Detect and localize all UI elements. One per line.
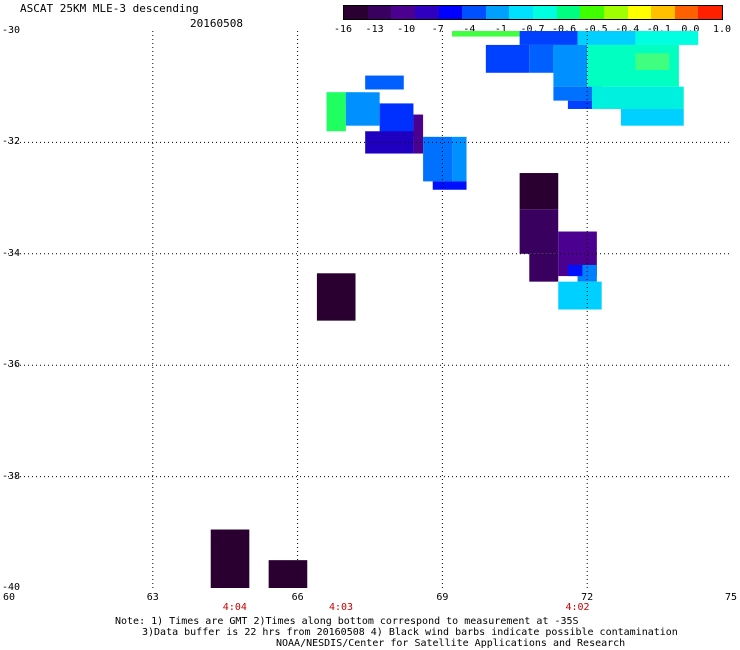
color-swatch: [391, 6, 415, 19]
color-scale-label: -0.5: [583, 24, 608, 35]
color-swatch: [698, 6, 722, 19]
data-cell: [635, 53, 670, 70]
color-scale-label: 0.0: [681, 24, 700, 35]
color-swatch: [485, 6, 510, 19]
data-cell: [553, 86, 602, 101]
longitude-label: 72: [581, 592, 594, 603]
color-swatch: [603, 6, 628, 19]
color-swatch: [580, 6, 604, 19]
color-swatch: [414, 6, 439, 19]
color-scale-label: -1: [494, 24, 507, 35]
color-scale-label: -0.6: [552, 24, 577, 35]
color-swatch: [462, 6, 486, 19]
data-cell: [485, 44, 530, 73]
longitude-label: 69: [436, 592, 449, 603]
color-swatch: [674, 6, 699, 19]
data-cell: [210, 529, 250, 588]
credit-line: NOAA/NESDIS/Center for Satellite Applica…: [276, 638, 626, 649]
color-swatch: [438, 6, 463, 19]
latitude-label: -34: [2, 247, 21, 259]
color-scale-label: -0.1: [646, 24, 671, 35]
data-cell: [635, 31, 699, 45]
pass-time-label: 4:03: [328, 602, 354, 613]
data-cell: [567, 264, 583, 277]
color-swatch: [651, 6, 675, 19]
data-cell: [553, 44, 588, 87]
data-cell: [519, 173, 559, 210]
longitude-label: 66: [291, 592, 304, 603]
data-cell: [365, 75, 404, 90]
product-title: ASCAT 25KM MLE-3 descending: [20, 2, 199, 15]
data-cell: [452, 31, 520, 37]
data-cell: [620, 108, 684, 126]
color-scale-label: -16: [333, 24, 353, 35]
color-scale-label: -0.4: [615, 24, 640, 35]
color-swatch: [556, 6, 581, 19]
data-cell: [577, 31, 636, 45]
longitude-label: 60: [2, 592, 16, 603]
pass-time-label: 4:02: [565, 602, 590, 613]
color-scale-bar: [343, 5, 723, 20]
note-line-2: 3)Data buffer is 22 hrs from 20160508 4)…: [142, 627, 678, 638]
data-cell: [413, 114, 424, 154]
data-cell: [423, 136, 453, 182]
data-cell: [558, 281, 602, 310]
latitude-label: -32: [2, 136, 21, 148]
data-cell: [316, 273, 356, 321]
data-cell: [577, 264, 597, 282]
data-cell: [345, 92, 380, 126]
data-cell: [452, 136, 467, 182]
data-cell: [592, 86, 684, 109]
color-scale-label: -13: [365, 24, 384, 35]
latitude-label: -40: [2, 582, 21, 593]
color-scale-label: -10: [397, 24, 416, 35]
longitude-label: 63: [146, 592, 159, 603]
latitude-label: -38: [2, 470, 21, 482]
data-cell: [529, 44, 554, 73]
data-cell: [432, 181, 467, 190]
product-date: 20160508: [190, 17, 243, 30]
data-cell: [519, 209, 559, 254]
data-cell: [365, 131, 414, 154]
note-line-1: Note: 1) Times are GMT 2)Times along bot…: [115, 616, 579, 627]
data-cell: [567, 100, 593, 109]
data-cell: [519, 31, 578, 45]
color-swatch: [344, 6, 368, 19]
color-swatch: [367, 6, 392, 19]
color-scale-label: -4: [463, 24, 476, 35]
color-scale-label: -0.7: [520, 24, 545, 35]
latitude-label: -30: [2, 25, 21, 36]
latitude-label: -36: [2, 359, 21, 371]
data-cell: [326, 92, 346, 132]
data-cell: [529, 253, 559, 282]
color-swatch: [533, 6, 557, 19]
color-swatch: [627, 6, 652, 19]
data-cell: [268, 560, 308, 588]
color-swatch: [509, 6, 533, 19]
color-scale-label: 1.0: [712, 24, 732, 35]
pass-time-label: 4:04: [222, 602, 247, 613]
color-scale-label: -7: [431, 24, 444, 35]
longitude-label: 75: [724, 592, 738, 603]
